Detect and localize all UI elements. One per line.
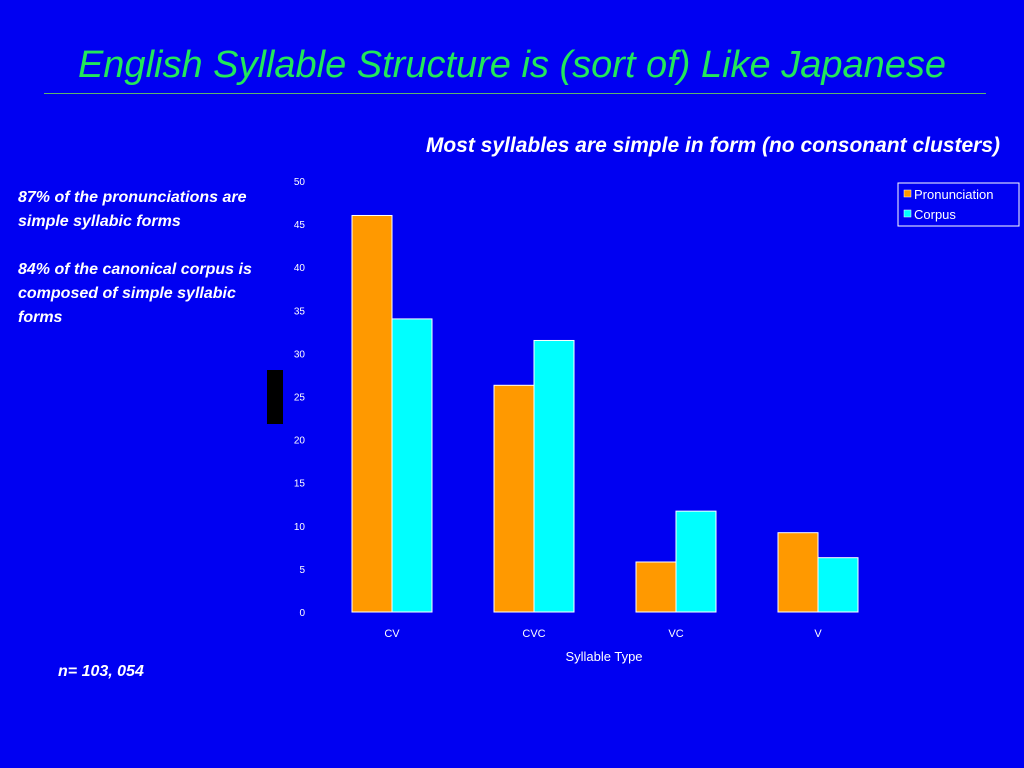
y-tick-label: 0 [299, 608, 305, 619]
title-underline [44, 93, 986, 94]
legend: Pronunciation Corpus [897, 182, 1020, 227]
y-axis-title-artifact [267, 370, 283, 424]
bars-group [351, 214, 859, 613]
bar-pronunciation-v [777, 532, 819, 613]
y-tick-label: 5 [299, 565, 305, 576]
bar-corpus-cv [391, 318, 433, 613]
y-tick-label: 10 [294, 522, 306, 533]
bar-pronunciation-cvc [493, 384, 535, 613]
y-tick-label: 15 [294, 479, 306, 490]
x-axis: CV CVC VC V [384, 628, 822, 640]
note-corpus: 84% of the canonical corpus is composed … [18, 261, 252, 326]
bar-corpus-vc [675, 510, 717, 613]
legend-swatch-pronunciation [903, 189, 912, 198]
x-tick-label-v: V [814, 628, 822, 640]
x-tick-label-cv: CV [384, 628, 400, 640]
bar-corpus-cvc [533, 339, 575, 613]
bar-pronunciation-vc [635, 561, 677, 613]
y-tick-label: 40 [294, 263, 306, 274]
x-axis-title: Syllable Type [565, 649, 642, 664]
y-tick-label: 30 [294, 349, 306, 360]
y-tick-label: 50 [294, 177, 306, 188]
x-tick-label-cvc: CVC [522, 628, 545, 640]
y-tick-label: 25 [294, 393, 306, 404]
slide-title: English Syllable Structure is (sort of) … [77, 44, 947, 86]
legend-box [897, 182, 1020, 227]
x-tick-label-vc: VC [668, 628, 683, 640]
sample-size-label: n= 103, 054 [58, 663, 144, 680]
legend-swatch-corpus [903, 209, 912, 218]
y-tick-label: 20 [294, 436, 306, 447]
y-tick-label: 45 [294, 220, 306, 231]
bar-corpus-v [817, 557, 859, 613]
y-axis: 0 5 10 15 20 25 30 35 40 45 50 [294, 177, 306, 619]
chart-subtitle: Most syllables are simple in form (no co… [425, 134, 1000, 157]
legend-label-corpus: Corpus [914, 207, 956, 222]
note-pronunciations: 87% of the pronunciations are simple syl… [18, 189, 247, 230]
legend-label-pronunciation: Pronunciation [914, 187, 994, 202]
bar-pronunciation-cv [351, 214, 393, 613]
y-tick-label: 35 [294, 306, 306, 317]
